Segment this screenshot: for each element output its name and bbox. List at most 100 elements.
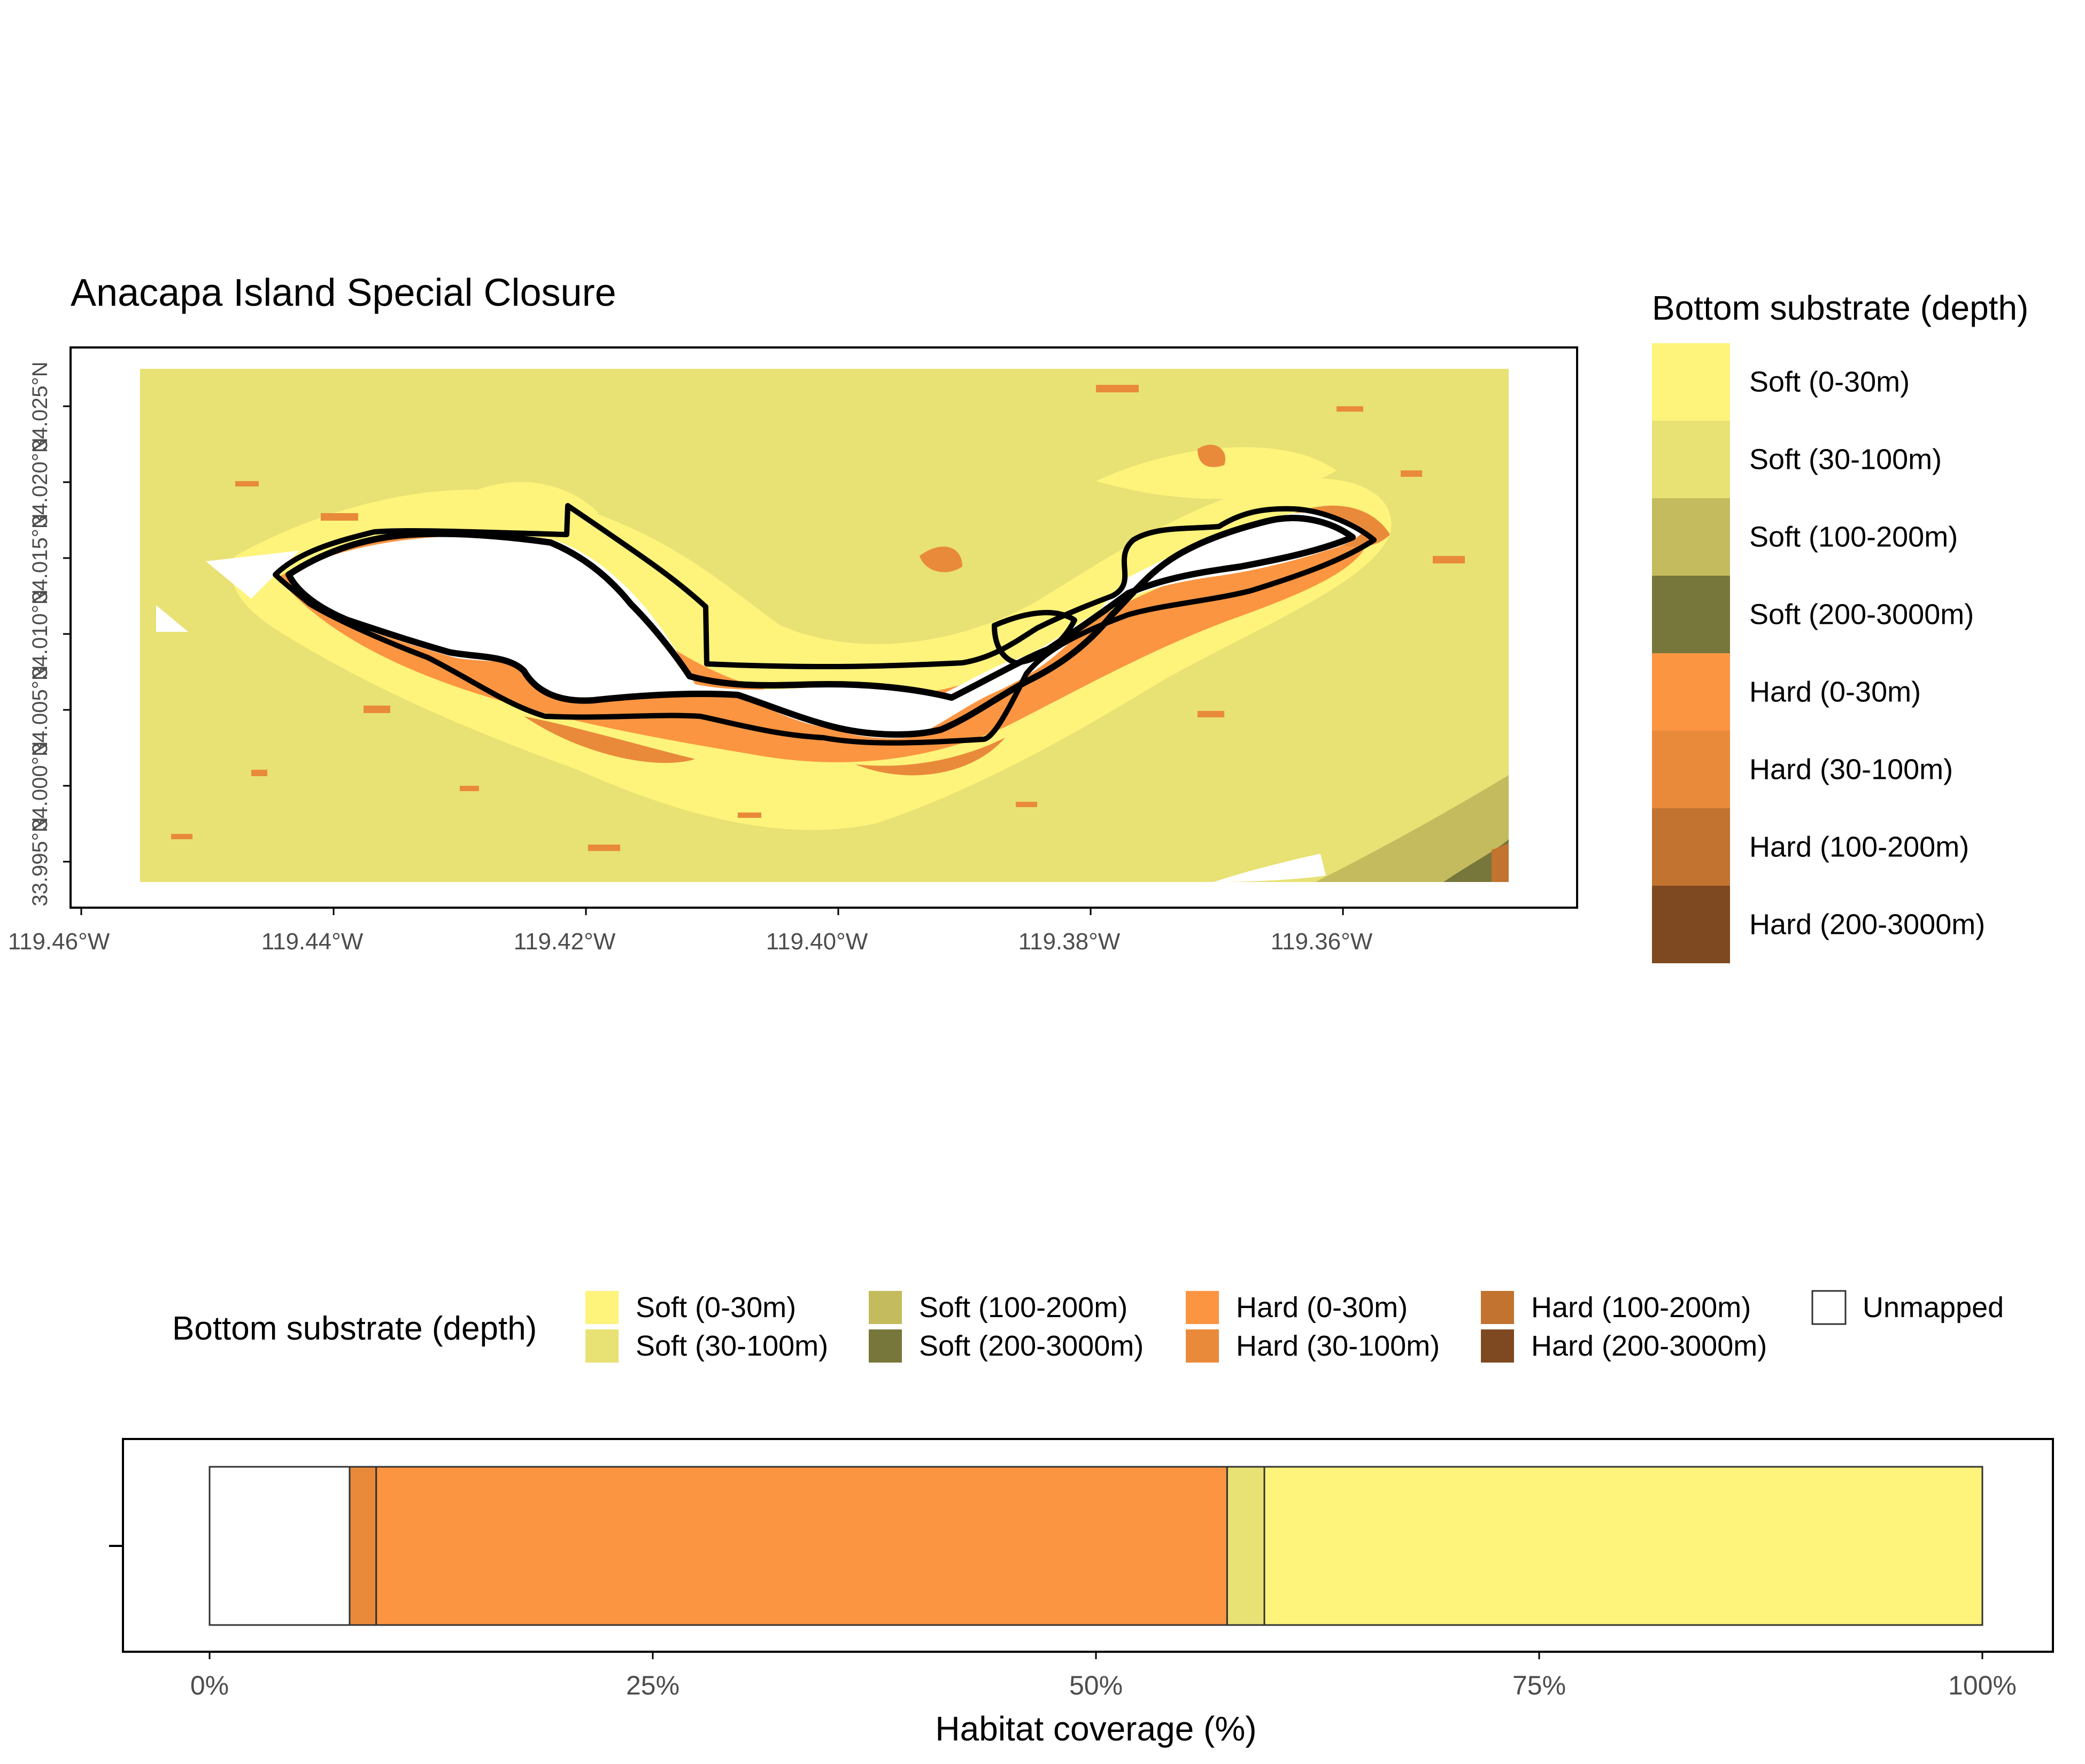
bar-x-tick-label: 75% <box>1512 1670 1566 1700</box>
bar-chart: 0% 25% 50% 75% 100% Habitat coverage (%) <box>109 1438 2054 1748</box>
reef-patch <box>588 845 620 851</box>
x-tick-label: 119.46°W <box>8 929 110 955</box>
side-legend-swatch <box>1652 343 1730 421</box>
bar-segment-soft-0-30m- <box>1263 1466 1983 1626</box>
x-tick-label: 119.40°W <box>766 929 868 955</box>
reef-patch <box>171 834 192 839</box>
side-legend-label: Hard (30-100m) <box>1749 754 1953 786</box>
bar-legend-swatch <box>585 1291 619 1324</box>
inner-island-outline <box>992 610 1077 666</box>
bar-legend-swatch <box>1481 1329 1514 1363</box>
reef-patch <box>1016 802 1037 807</box>
bar-legend: Bottom substrate (depth) Soft (0-30m)Sof… <box>172 1290 2004 1363</box>
map-panel: 119.46°W 119.44°W 119.42°W 119.40°W 119.… <box>8 346 1578 955</box>
closure-boundaries <box>273 503 1377 746</box>
bar-legend-swatch <box>869 1291 902 1324</box>
bar-segments <box>208 1466 1983 1626</box>
bar-x-tick-label: 100% <box>1948 1670 2017 1700</box>
bar-segment-unmapped <box>208 1466 351 1626</box>
side-legend-label: Hard (100-200m) <box>1749 831 1969 863</box>
side-legend: Bottom substrate (depth) Soft (0-30m)Sof… <box>1652 289 2028 963</box>
unmapped-area <box>1214 854 1326 882</box>
bar-legend-label: Soft (200-3000m) <box>919 1330 1144 1362</box>
hard-30-100m-area <box>920 546 962 572</box>
reef-patch <box>1096 385 1139 392</box>
hard-100-200m-area <box>1492 844 1509 882</box>
reef-patch <box>251 770 267 776</box>
bar-legend-swatch <box>1811 1290 1847 1325</box>
bar-legend-label: Hard (100-200m) <box>1531 1291 1751 1324</box>
bar-legend-label: Soft (30-100m) <box>636 1330 828 1362</box>
bar-legend-swatch <box>869 1329 902 1363</box>
bar-segment-soft-30-100m- <box>1226 1466 1265 1626</box>
substrate-raster <box>140 369 1509 882</box>
y-tick-label: 34.005°N <box>28 665 52 754</box>
bar-x-axis-label: Habitat coverage (%) <box>935 1709 1256 1748</box>
x-tick-label: 119.44°W <box>261 929 364 955</box>
side-legend-label: Soft (200-3000m) <box>1749 599 1974 631</box>
side-legend-swatch <box>1652 421 1730 498</box>
side-legend-label: Soft (100-200m) <box>1749 521 1958 553</box>
side-legend-swatch <box>1652 653 1730 731</box>
map-x-tick-labels: 119.46°W 119.44°W 119.42°W 119.40°W 119.… <box>8 929 1373 955</box>
bar-legend-label: Unmapped <box>1863 1291 2004 1324</box>
side-legend-swatch <box>1652 576 1730 653</box>
reef-patch <box>460 786 479 791</box>
bar-x-ticks: 0% 25% 50% 75% 100% <box>190 1652 2017 1700</box>
side-legend-items: Soft (0-30m) Soft (30-100m) Soft (100-200m… <box>1652 343 1985 963</box>
bar-legend-title: Bottom substrate (depth) <box>172 1310 537 1347</box>
bar-legend-swatch <box>585 1329 619 1363</box>
bar-segment-hard-0-30m- <box>375 1466 1228 1626</box>
soft-0-30m-area <box>1096 447 1337 499</box>
side-legend-label: Hard (0-30m) <box>1749 676 1921 708</box>
bar-legend-swatch <box>1481 1291 1514 1324</box>
island-shoreline <box>285 515 1356 738</box>
map-title: Anacapa Island Special Closure <box>71 272 616 314</box>
reef-patches <box>171 385 1465 851</box>
reef-patch <box>1401 470 1422 477</box>
x-tick-label: 119.42°W <box>514 929 616 955</box>
hard-30-100m-area <box>524 716 695 763</box>
side-legend-label: Soft (30-100m) <box>1749 444 1942 476</box>
y-tick-label: 33.995°N <box>28 817 52 906</box>
soft-0-30m-area <box>460 482 599 524</box>
side-legend-label: Hard (200-3000m) <box>1749 909 1985 941</box>
hard-30-100m-area <box>1198 444 1225 467</box>
bar-legend-swatch <box>1186 1329 1219 1363</box>
reef-patch <box>1198 711 1224 717</box>
bar-x-tick-label: 25% <box>626 1670 679 1700</box>
bar-x-tick-label: 0% <box>190 1670 229 1700</box>
y-tick-label: 34.020°N <box>28 437 52 527</box>
side-legend-swatch <box>1652 498 1730 576</box>
bar-legend-items: Soft (0-30m) Soft (30-100m) Soft (100-200m… <box>585 1290 2004 1363</box>
y-tick-label: 34.000°N <box>28 741 52 830</box>
unmapped-area <box>206 551 299 599</box>
reef-patch <box>1433 556 1465 563</box>
bar-legend-label: Soft (0-30m) <box>636 1291 796 1324</box>
reef-patch <box>321 513 358 521</box>
y-tick-label: 34.010°N <box>28 589 52 678</box>
y-tick-label: 34.015°N <box>28 513 52 602</box>
bar-legend-label: Hard (0-30m) <box>1236 1291 1408 1324</box>
hard-30-100m-area <box>855 738 1005 776</box>
outer-closure-boundary <box>273 503 1377 746</box>
bar-legend-label: Soft (100-200m) <box>919 1291 1128 1324</box>
y-tick-label: 34.025°N <box>28 361 52 451</box>
side-legend-title: Bottom substrate (depth) <box>1652 289 2028 327</box>
unmapped-area <box>156 605 188 632</box>
soft-100-200m-area <box>1315 775 1509 882</box>
reef-patch <box>738 813 761 818</box>
bar-legend-swatch <box>1186 1291 1219 1324</box>
island-land <box>286 513 1363 739</box>
reef-patch <box>364 706 390 713</box>
side-legend-swatch <box>1652 731 1730 808</box>
bar-x-tick-label: 50% <box>1069 1670 1123 1700</box>
bar-legend-label: Hard (200-3000m) <box>1531 1330 1767 1362</box>
bar-legend-label: Hard (30-100m) <box>1236 1330 1440 1362</box>
reef-patch <box>1337 406 1363 412</box>
map-axis-ticks <box>63 405 1344 915</box>
side-legend-label: Soft (0-30m) <box>1749 366 1910 398</box>
x-tick-label: 119.38°W <box>1018 929 1121 955</box>
